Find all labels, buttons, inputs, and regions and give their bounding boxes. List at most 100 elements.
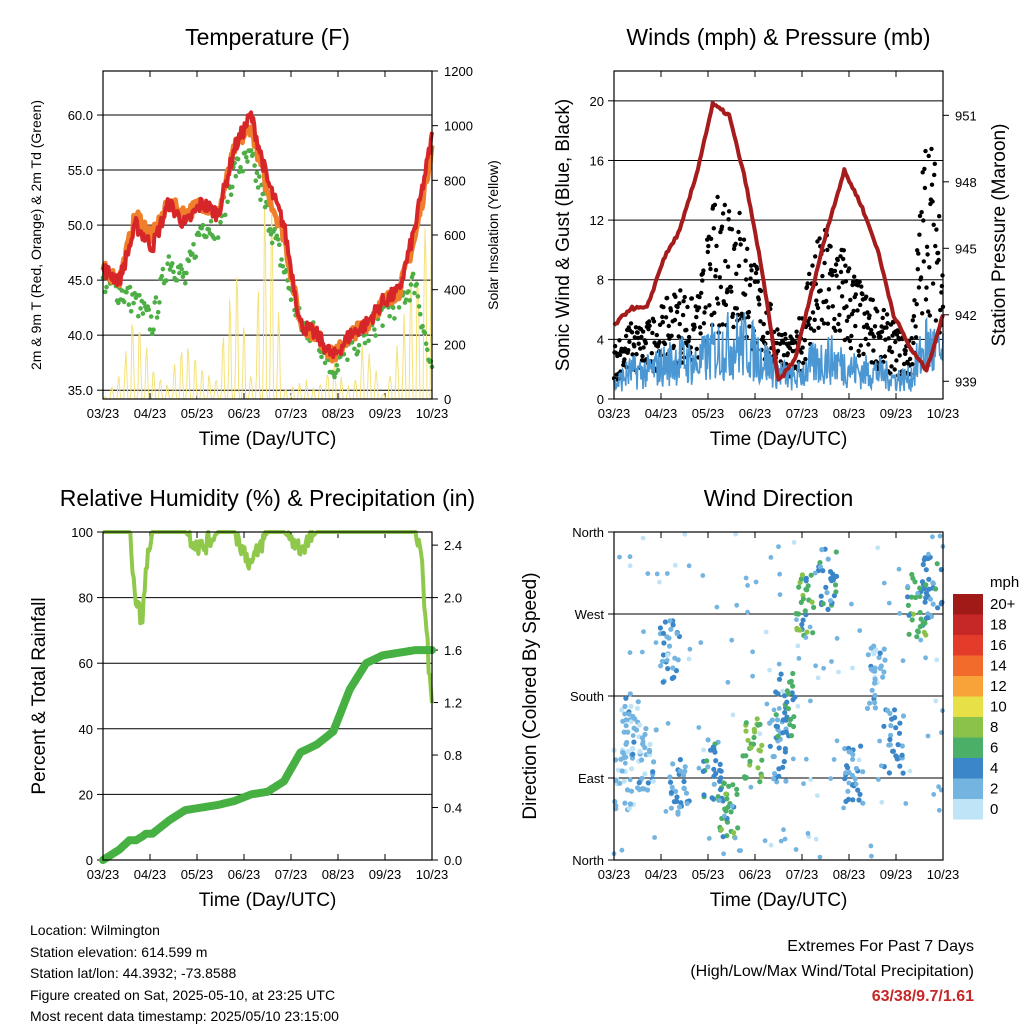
gust-point [715,194,720,200]
gust-point [650,330,655,336]
direction-point [794,627,800,633]
dewpoint-point [319,354,324,360]
temperature-y2tick-label: 1200 [444,64,473,79]
gust-point [914,302,919,307]
dewpoint-point [166,254,172,259]
legend-label: 18 [990,617,1007,634]
direction-point [620,749,626,756]
gust-point [647,323,652,328]
direction-point [622,711,628,717]
dewpoint-point [147,327,153,332]
direction-point [724,796,730,802]
gust-point [733,241,738,246]
direction-point [669,784,675,791]
gust-point [746,314,751,320]
gust-point [748,276,753,281]
gust-point [931,222,936,227]
gust-point [718,284,724,290]
direction-point [634,705,641,711]
temperature-xtick-label: 09/23 [369,406,402,421]
direction-point [630,733,636,738]
direction-point [681,785,687,791]
gust-point [657,339,662,345]
gust-point [677,301,682,306]
humidity-border [102,531,433,861]
humidity-y2tick-label: 0.4 [444,801,462,816]
direction-point [872,676,878,683]
direction-point [922,555,928,561]
legend-swatch [953,799,983,820]
gust-point [749,268,754,273]
dewpoint-point [356,342,362,348]
gust-point [793,364,798,369]
direction-point [872,692,878,699]
direction-point [770,776,777,782]
gust-point [813,254,818,259]
gust-point [838,254,843,259]
direction-point [718,768,724,774]
direction-point [677,768,683,774]
gust-point [783,336,788,341]
humidity-ytick-label: 0 [86,853,93,868]
direction-point [628,788,635,794]
dewpoint-point [332,374,337,380]
gust-point [768,302,773,307]
gust-point [675,304,680,310]
gust-point [726,217,731,222]
direction-point [650,769,656,775]
direction-point [886,742,891,748]
temperature-y2tick-label: 600 [444,228,466,243]
direction-point [664,657,670,663]
direction-point [652,835,657,840]
direction-point [842,746,848,752]
winds-xtick-label: 07/23 [786,406,819,421]
direction-point [759,742,765,749]
gust-point [632,335,637,340]
gust-point [669,333,674,338]
gust-point [926,153,931,159]
dewpoint-point [179,266,184,272]
direction-point [909,617,915,623]
gust-point [810,310,816,315]
gust-point [686,334,692,340]
dewpoint-point [345,357,350,363]
gust-point [674,309,680,315]
dewpoint-point [153,295,159,300]
temperature-ytick-label: 60.0 [68,108,93,123]
dewpoint-point [141,300,147,306]
dewpoint-point [414,281,420,287]
direction-point [711,766,717,772]
gust-point [626,348,631,353]
direction-point [718,826,725,833]
direction-point [832,582,839,588]
dewpoint-point [396,305,402,310]
direction-point [657,625,664,631]
direction-point [657,579,662,585]
direction-point [674,794,680,800]
gust-point [858,302,863,308]
dewpoint-point [193,254,199,259]
direction-point [923,632,929,638]
direction-point [704,758,710,764]
winds-ytick-label: 20 [590,94,604,109]
gust-point [830,304,835,309]
direction-point [623,695,629,701]
direction-point [628,703,634,710]
dewpoint-point [416,304,422,309]
gust-point [717,275,722,280]
gust-point [654,332,659,338]
direction-point [624,739,630,746]
gust-point [649,351,654,356]
direction-point [900,658,906,664]
dewpoint-point [288,297,294,303]
temperature-ytick-label: 55.0 [68,163,93,178]
direction-point [665,666,671,672]
direction-point [675,657,681,663]
gust-point [729,289,734,294]
gust-point [707,303,712,308]
gust-point [694,346,699,352]
gust-point [926,309,931,314]
direction-point [666,643,673,649]
humidity-xtick-label: 05/23 [181,867,214,882]
direction-point [701,747,706,753]
